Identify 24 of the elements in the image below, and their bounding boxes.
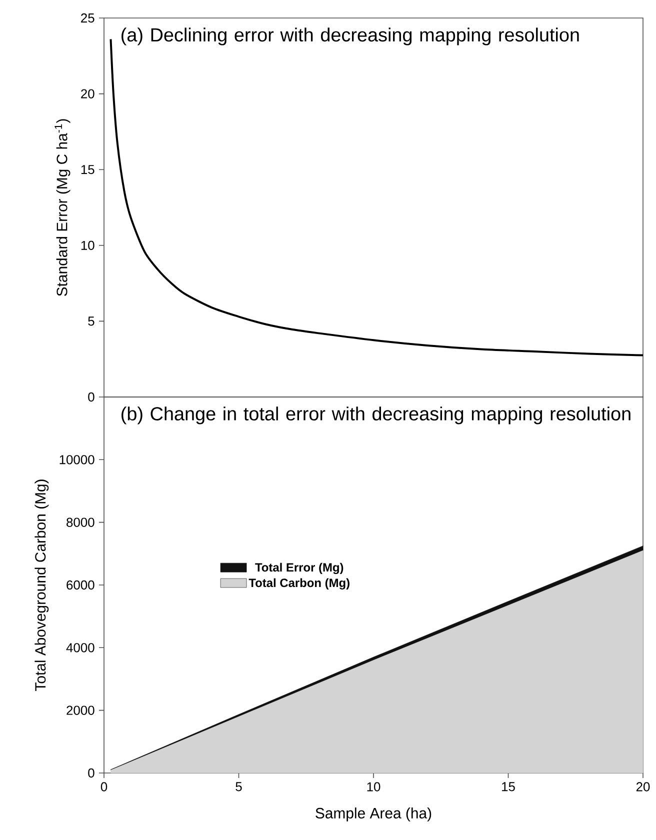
chart-title: (b) Change in total error with decreasing mapping resolution: [122, 406, 630, 424]
legend-label: Total Error (Mg): [255, 562, 344, 574]
y-tick-label: 25: [81, 13, 94, 23]
y-tick-label: 5: [88, 316, 94, 326]
y-tick-label: 10: [81, 240, 94, 250]
y-tick-label: 6000: [66, 580, 94, 590]
x-tick-label: 5: [236, 782, 242, 792]
y-tick-label: 8000: [66, 518, 94, 527]
y-axis-title: Standard Error (Mg C ha$^{-1}$): [54, 119, 70, 296]
x-tick-label: 20: [636, 782, 650, 792]
y-tick-label: 10000: [60, 455, 94, 464]
y-axis-title: Total Aboveground Carbon (Mg): [34, 480, 49, 691]
legend-label: Total Carbon (Mg): [248, 578, 350, 590]
x-tick-label: 10: [367, 782, 380, 792]
y-tick-label: 20: [81, 89, 94, 98]
y-tick-label: 0: [88, 392, 94, 402]
y-tick-label: 15: [81, 165, 94, 174]
x-axis-title: Sample Area (ha): [316, 808, 432, 822]
x-tick-label: 15: [502, 782, 515, 792]
chart-title: (a) Declining error with decreasing mapping resolution: [122, 28, 579, 46]
y-tick-label: 2000: [66, 706, 94, 715]
y-tick-label: 0: [88, 768, 94, 778]
y-tick-label: 4000: [66, 643, 94, 652]
x-tick-label: 0: [100, 782, 108, 792]
